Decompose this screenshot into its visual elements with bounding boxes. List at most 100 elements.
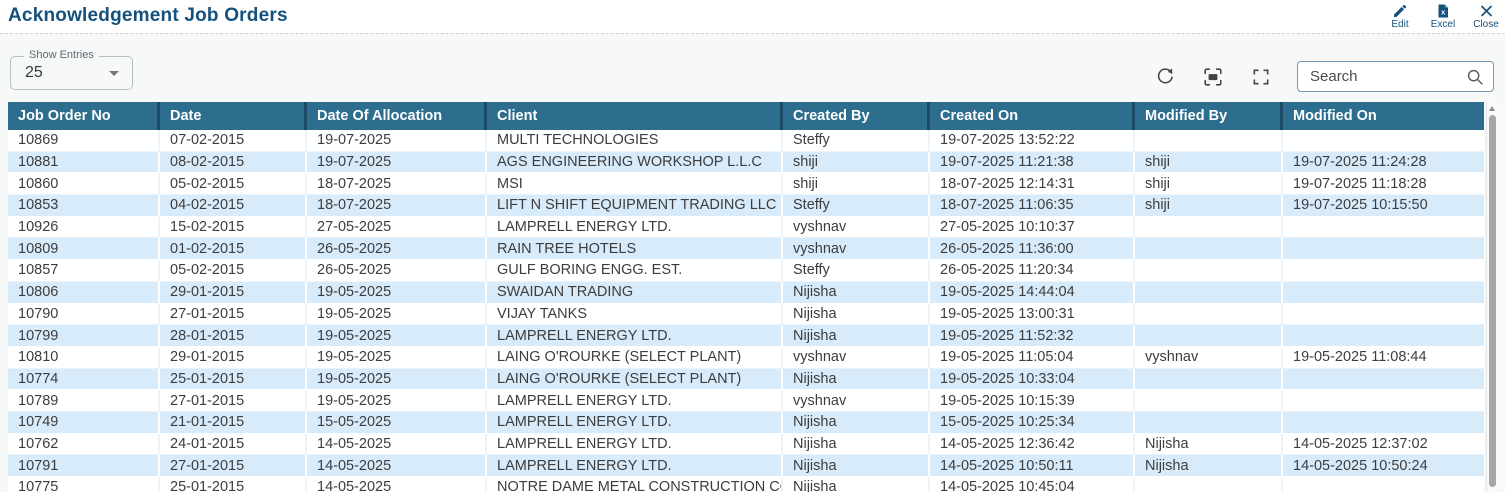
cell-modified-by <box>1135 477 1283 492</box>
cell-date-of-allocation: 26-05-2025 <box>307 260 487 282</box>
titlebar: Acknowledgement Job Orders Edit x Excel … <box>0 0 1505 33</box>
cell-created-on: 15-05-2025 10:25:34 <box>930 411 1135 434</box>
excel-button[interactable]: x Excel <box>1430 4 1456 30</box>
cell-created-on: 19-05-2025 10:15:39 <box>930 390 1135 412</box>
table-row[interactable]: 10791 27-01-2015 14-05-2025 LAMPRELL ENERGY… <box>8 455 1484 477</box>
column-header-date[interactable]: Date <box>160 102 307 130</box>
show-entries-select[interactable]: Show Entries 25 <box>10 49 133 90</box>
cell-date-of-allocation: 27-05-2025 <box>307 216 487 239</box>
cell-created-by: Nijisha <box>783 455 930 477</box>
caret-down-icon <box>109 71 119 76</box>
cell-modified-by <box>1135 390 1283 412</box>
cell-created-on: 18-07-2025 12:14:31 <box>930 173 1135 196</box>
cell-created-on: 19-05-2025 11:05:04 <box>930 346 1135 369</box>
cell-created-by: Nijisha <box>783 303 930 326</box>
cell-date-of-allocation: 19-05-2025 <box>307 325 487 347</box>
svg-text:x: x <box>1441 7 1446 16</box>
cell-date-of-allocation: 19-05-2025 <box>307 390 487 412</box>
cell-client: NOTRE DAME METAL CONSTRUCTION CO <box>487 477 783 492</box>
cell-modified-on <box>1283 325 1484 347</box>
table-row[interactable]: 10790 27-01-2015 19-05-2025 VIJAY TANKS Niji… <box>8 303 1484 326</box>
cell-modified-on: 19-07-2025 11:24:28 <box>1283 151 1484 174</box>
scrollbar-thumb[interactable] <box>1489 115 1496 487</box>
cell-created-by: vyshnav <box>783 346 930 369</box>
cell-client: GULF BORING ENGG. EST. <box>487 260 783 282</box>
show-entries-value: 25 <box>25 64 43 81</box>
cell-client: AGS ENGINEERING WORKSHOP L.L.C <box>487 151 783 174</box>
fullscreen-button[interactable] <box>1249 65 1273 89</box>
table-row[interactable]: 10881 08-02-2015 19-07-2025 AGS ENGINEERING… <box>8 151 1484 174</box>
cell-client: LAING O'ROURKE (SELECT PLANT) <box>487 346 783 369</box>
table-row[interactable]: 10749 21-01-2015 15-05-2025 LAMPRELL ENERGY… <box>8 411 1484 434</box>
column-header-date-of-allocation[interactable]: Date Of Allocation <box>307 102 487 130</box>
cell-date: 08-02-2015 <box>160 151 307 174</box>
table-row[interactable]: 10810 29-01-2015 19-05-2025 LAING O'ROURKE … <box>8 346 1484 369</box>
table-row[interactable]: 10775 25-01-2015 14-05-2025 NOTRE DAME META… <box>8 477 1484 492</box>
edit-icon <box>1394 4 1407 17</box>
cell-date-of-allocation: 18-07-2025 <box>307 195 487 217</box>
column-header-created-by[interactable]: Created By <box>783 102 930 130</box>
cell-modified-by: Nijisha <box>1135 455 1283 477</box>
cell-modified-on <box>1283 411 1484 434</box>
cell-created-on: 14-05-2025 10:45:04 <box>930 477 1135 492</box>
vertical-scrollbar[interactable] <box>1486 102 1497 492</box>
refresh-button[interactable] <box>1153 65 1177 89</box>
cell-job-order-no: 10853 <box>8 195 160 217</box>
table-row[interactable]: 10926 15-02-2015 27-05-2025 LAMPRELL ENERGY… <box>8 216 1484 239</box>
column-header-modified-on[interactable]: Modified On <box>1283 102 1484 130</box>
cell-created-by: Nijisha <box>783 368 930 391</box>
cell-job-order-no: 10774 <box>8 368 160 391</box>
cell-date-of-allocation: 19-05-2025 <box>307 303 487 326</box>
cell-job-order-no: 10810 <box>8 346 160 369</box>
close-icon <box>1480 5 1492 17</box>
cell-date: 04-02-2015 <box>160 195 307 217</box>
table-row[interactable]: 10853 04-02-2015 18-07-2025 LIFT N SHIFT EQ… <box>8 195 1484 217</box>
table-row[interactable]: 10806 29-01-2015 19-05-2025 SWAIDAN TRADING… <box>8 281 1484 304</box>
table-row[interactable]: 10789 27-01-2015 19-05-2025 LAMPRELL ENERGY… <box>8 390 1484 412</box>
table-row[interactable]: 10762 24-01-2015 14-05-2025 LAMPRELL ENERGY… <box>8 433 1484 456</box>
cell-client: LAMPRELL ENERGY LTD. <box>487 433 783 456</box>
table-row[interactable]: 10774 25-01-2015 19-05-2025 LAING O'ROURKE … <box>8 368 1484 391</box>
close-button[interactable]: Close <box>1473 4 1499 30</box>
cell-modified-by: shiji <box>1135 173 1283 196</box>
edit-button[interactable]: Edit <box>1387 4 1413 30</box>
table-row[interactable]: 10860 05-02-2015 18-07-2025 MSI shiji 18-07-2… <box>8 173 1484 196</box>
table-header-row: Job Order No Date Date Of Allocation Client… <box>8 102 1484 130</box>
cell-job-order-no: 10806 <box>8 281 160 304</box>
cell-date: 27-01-2015 <box>160 303 307 326</box>
column-header-job-order-no[interactable]: Job Order No <box>8 102 160 130</box>
cell-created-by: Steffy <box>783 260 930 282</box>
cell-job-order-no: 10809 <box>8 238 160 261</box>
cell-modified-by: shiji <box>1135 151 1283 174</box>
cell-job-order-no: 10749 <box>8 411 160 434</box>
cell-created-by: shiji <box>783 151 930 174</box>
table-row[interactable]: 10869 07-02-2015 19-07-2025 MULTI TECHNOLOG… <box>8 130 1484 152</box>
search-input[interactable] <box>1310 68 1465 85</box>
cell-created-on: 19-05-2025 13:00:31 <box>930 303 1135 326</box>
cell-date: 01-02-2015 <box>160 238 307 261</box>
cell-created-by: Nijisha <box>783 411 930 434</box>
table-row[interactable]: 10799 28-01-2015 19-05-2025 LAMPRELL ENERGY… <box>8 325 1484 347</box>
cell-date-of-allocation: 14-05-2025 <box>307 433 487 456</box>
cell-modified-on <box>1283 281 1484 304</box>
cell-date: 21-01-2015 <box>160 411 307 434</box>
cell-date: 29-01-2015 <box>160 346 307 369</box>
cell-date: 27-01-2015 <box>160 390 307 412</box>
column-header-client[interactable]: Client <box>487 102 783 130</box>
cell-date-of-allocation: 19-05-2025 <box>307 368 487 391</box>
cell-modified-on: 19-07-2025 10:15:50 <box>1283 195 1484 217</box>
fullscreen-icon <box>1253 69 1269 84</box>
column-header-created-on[interactable]: Created On <box>930 102 1135 130</box>
table-row[interactable]: 10809 01-02-2015 26-05-2025 RAIN TREE HOTEL… <box>8 238 1484 261</box>
cell-job-order-no: 10857 <box>8 260 160 282</box>
cell-client: RAIN TREE HOTELS <box>487 238 783 261</box>
excel-icon: x <box>1438 4 1448 18</box>
cell-job-order-no: 10791 <box>8 455 160 477</box>
cell-created-by: Nijisha <box>783 433 930 456</box>
fit-to-screen-button[interactable] <box>1201 65 1225 89</box>
cell-client: VIJAY TANKS <box>487 303 783 326</box>
column-header-modified-by[interactable]: Modified By <box>1135 102 1283 130</box>
triangle-up-icon[interactable] <box>1489 106 1495 111</box>
cell-date-of-allocation: 19-05-2025 <box>307 346 487 369</box>
table-row[interactable]: 10857 05-02-2015 26-05-2025 GULF BORING ENG… <box>8 260 1484 282</box>
